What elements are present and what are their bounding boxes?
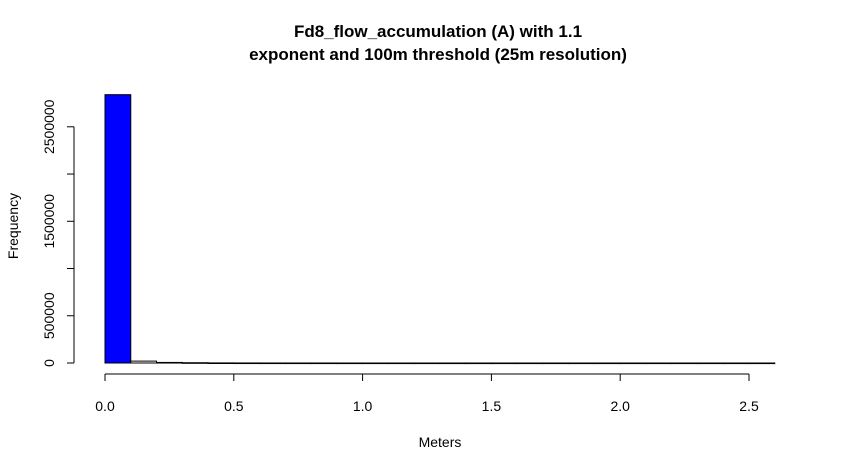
chart-title-line-2: exponent and 100m threshold (25m resolut… <box>249 45 627 64</box>
y-axis-label: Frequency <box>5 193 21 259</box>
x-tick-label-5: 2.5 <box>739 398 759 414</box>
x-axis-label: Meters <box>419 434 462 450</box>
histogram-bars <box>104 94 776 365</box>
y-tick-label-1: 500000 <box>41 292 57 339</box>
y-tick-label-3: 2500000 <box>41 99 57 154</box>
y-tick-label-0: 0 <box>41 359 57 367</box>
chart-title-line-1: Fd8_flow_accumulation (A) with 1.1 <box>294 22 582 41</box>
x-axis: 0.0 0.5 1.0 1.5 2.0 2.5 <box>95 373 759 414</box>
y-axis: 0 500000 1500000 2500000 <box>41 99 75 367</box>
x-tick-label-2: 1.0 <box>353 398 373 414</box>
y-tick-label-2: 1500000 <box>41 194 57 249</box>
histogram-bar-0 <box>104 94 132 364</box>
x-tick-label-0: 0.0 <box>95 398 115 414</box>
x-tick-label-3: 1.5 <box>482 398 502 414</box>
x-tick-label-1: 0.5 <box>224 398 244 414</box>
x-tick-label-4: 2.0 <box>610 398 630 414</box>
